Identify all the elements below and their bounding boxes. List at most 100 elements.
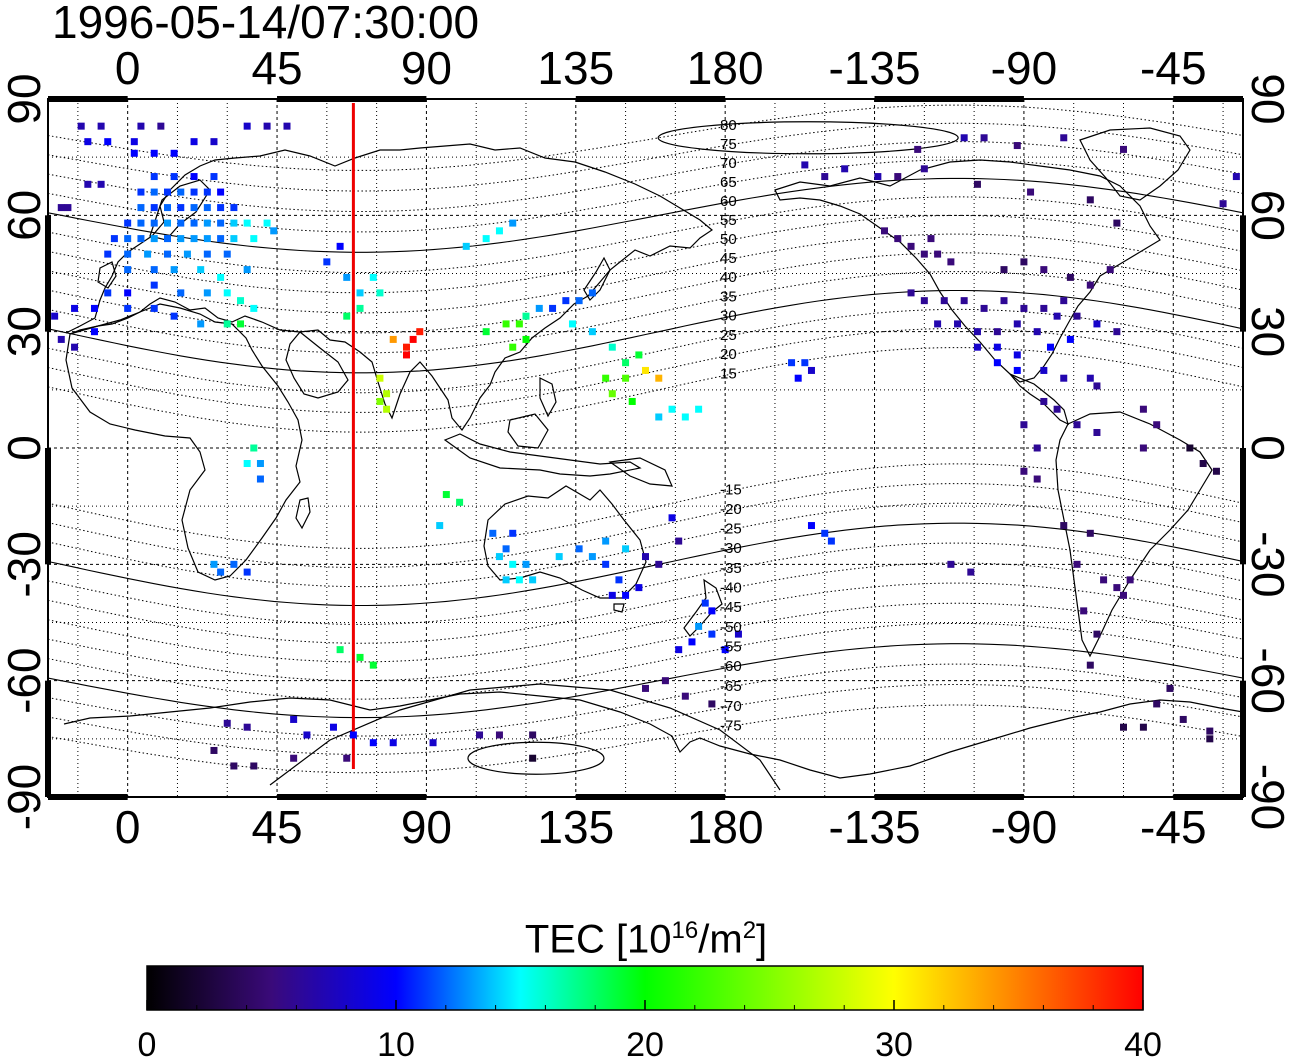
tec-cell xyxy=(323,258,331,266)
left-axis-label: 30 xyxy=(0,306,50,357)
tec-cell xyxy=(734,630,742,638)
tec-cell xyxy=(522,335,530,343)
tec-cell xyxy=(1120,723,1127,731)
tec-cell xyxy=(77,122,85,130)
tec-cell xyxy=(1139,405,1147,413)
tec-cell xyxy=(429,739,437,747)
colorbar-tick-label: 0 xyxy=(138,1026,157,1057)
tec-cell xyxy=(509,343,517,351)
tec-cell xyxy=(1166,684,1174,692)
tec-cell xyxy=(250,235,258,243)
tec-cell xyxy=(695,405,703,413)
magnetic-latitude-label: 65 xyxy=(720,174,737,191)
tec-cell xyxy=(907,242,915,250)
frame-bar-bottom xyxy=(575,794,726,800)
tec-cell xyxy=(588,553,596,561)
tec-cell xyxy=(920,165,928,173)
tec-cell xyxy=(97,122,105,130)
tec-cell xyxy=(164,250,171,258)
tec-cell xyxy=(1040,266,1048,274)
tec-cell xyxy=(203,235,211,243)
magnetic-latitude-contour xyxy=(48,623,1243,700)
magnetic-latitude-label: 35 xyxy=(720,288,737,305)
magnetic-latitude-label: 25 xyxy=(720,327,737,344)
magnetic-latitude-label: 55 xyxy=(720,212,737,229)
tec-cell xyxy=(1033,475,1041,483)
tec-cell xyxy=(967,568,975,576)
coast-uk xyxy=(97,261,117,289)
tec-cell xyxy=(1086,281,1094,289)
tec-cell xyxy=(1040,304,1048,312)
tec-cell xyxy=(190,204,198,212)
magnetic-latitude-label: 20 xyxy=(720,346,737,363)
tec-cell xyxy=(1020,258,1028,266)
tec-cell xyxy=(110,235,118,243)
coast-newzealand xyxy=(683,578,723,637)
tec-cell xyxy=(243,266,251,274)
tec-cell xyxy=(980,304,988,312)
tec-cell xyxy=(210,560,218,568)
tec-cell xyxy=(90,328,98,336)
tec-cell xyxy=(642,553,649,561)
tec-cell xyxy=(223,320,231,328)
tec-cell xyxy=(1060,374,1068,382)
colorbar-tick-label: 10 xyxy=(377,1026,415,1057)
tec-cell xyxy=(1106,266,1114,274)
tec-cell xyxy=(190,138,198,146)
tec-cell xyxy=(356,289,364,297)
tec-cell xyxy=(622,591,630,599)
tec-cell xyxy=(914,145,922,153)
tec-cell xyxy=(237,297,245,305)
top-axis-label: -135 xyxy=(829,42,921,94)
tec-cell xyxy=(874,173,882,181)
tec-cell xyxy=(515,320,523,328)
tec-cell xyxy=(343,754,351,762)
tec-cell xyxy=(270,227,278,235)
tec-cell xyxy=(509,529,517,537)
tec-cell xyxy=(64,204,72,212)
magnetic-latitude-label: -15 xyxy=(720,482,742,499)
bottom-axis-label: -135 xyxy=(829,801,921,853)
tec-cell xyxy=(1100,576,1108,584)
tec-cell xyxy=(788,359,796,367)
tec-cell xyxy=(635,351,643,359)
right-axis-label: 30 xyxy=(1242,306,1292,357)
tec-cell xyxy=(1093,630,1101,638)
tec-cell xyxy=(482,235,490,243)
tec-cell xyxy=(635,584,643,592)
magnetic-latitude-label: 30 xyxy=(720,308,737,325)
tec-cell xyxy=(1139,444,1147,452)
tec-cell xyxy=(150,149,158,157)
tec-cell xyxy=(1080,607,1088,615)
coast-borneo xyxy=(507,413,549,449)
tec-cell xyxy=(1053,312,1061,320)
tec-cell xyxy=(801,161,809,169)
tec-cell xyxy=(164,188,171,196)
tec-cell xyxy=(1086,196,1094,204)
tec-cell xyxy=(1113,219,1121,227)
tec-cell xyxy=(369,273,377,281)
bottom-axis-label: 180 xyxy=(687,801,764,853)
tec-cell xyxy=(303,731,311,739)
frame-bar-left xyxy=(45,680,51,797)
tec-cell xyxy=(1053,405,1061,413)
coast-central-america xyxy=(1009,373,1069,426)
tec-cell xyxy=(681,692,689,700)
tec-cell xyxy=(628,397,636,405)
tec-cell xyxy=(403,343,410,351)
tec-cell xyxy=(602,560,610,568)
magnetic-latitude-contour xyxy=(48,177,1243,253)
magnetic-latitude-label: 40 xyxy=(720,269,737,286)
tec-cell xyxy=(329,723,337,731)
tec-cell xyxy=(336,646,344,654)
tec-cell xyxy=(821,173,829,181)
frame-bar-top xyxy=(575,96,726,102)
tec-cell xyxy=(622,359,630,367)
tec-cell xyxy=(509,219,517,227)
tec-cell xyxy=(137,235,145,243)
left-axis-label: -90 xyxy=(0,764,50,830)
colorbar-title-mid: /m xyxy=(698,917,743,962)
colorbar-tick-label: 20 xyxy=(626,1026,664,1057)
tec-cell xyxy=(1060,134,1068,142)
tec-cell xyxy=(688,638,696,646)
